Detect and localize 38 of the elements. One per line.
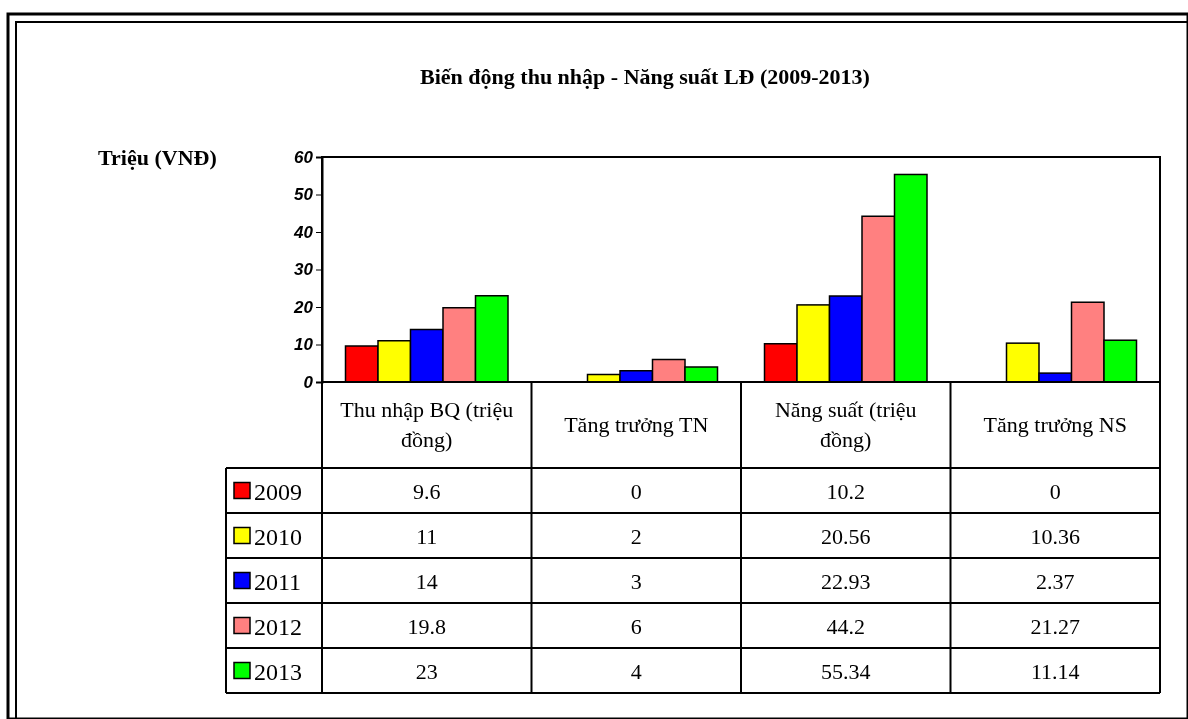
legend-label: 2011 [254, 568, 302, 595]
data-label: 9.6 [413, 478, 441, 504]
x-tick-label: Tăng trưởng NS [983, 412, 1127, 437]
data-label: 10.36 [1030, 523, 1080, 549]
y-tick-label: 50 [294, 185, 314, 205]
x-tick-label: Tăng trưởng TN [564, 412, 709, 437]
y-axis-title: Triệu (VNĐ) [98, 145, 217, 170]
data-label: 23 [415, 658, 438, 684]
y-tick-label: 10 [294, 335, 314, 355]
y-tick-label: 40 [293, 222, 314, 242]
chart-title: Biến động thu nhập - Năng suất LĐ (2009-2013) [420, 64, 870, 89]
x-tick-label: Năng suất (triệu đồng) [774, 397, 917, 452]
data-label: 21.27 [1030, 613, 1080, 639]
data-label: 20.56 [821, 523, 871, 549]
data-label: 6 [630, 613, 642, 639]
data-label: 2.37 [1036, 568, 1075, 594]
data-label: 3 [630, 568, 642, 594]
data-label: 0 [1049, 478, 1061, 504]
y-tick-label: 30 [294, 260, 314, 280]
data-label: 11 [416, 523, 438, 549]
x-tick-label: Thu nhập BQ (triệu đồng) [340, 397, 514, 452]
legend-label: 2013 [254, 658, 302, 685]
data-label: 11.14 [1030, 658, 1080, 684]
data-label: 44.2 [826, 613, 865, 639]
legend-label: 2012 [254, 613, 302, 640]
legend-label: 2009 [254, 478, 302, 505]
data-label: 4 [630, 658, 642, 684]
data-label: 0 [630, 478, 642, 504]
data-label: 14 [415, 568, 438, 594]
y-tick-label: 60 [294, 147, 314, 167]
data-label: 10.2 [826, 478, 865, 504]
y-tick-label: 0 [303, 372, 314, 392]
data-label: 2 [630, 523, 642, 549]
data-label: 55.34 [821, 658, 871, 684]
y-tick-label: 20 [293, 297, 314, 317]
data-label: 19.8 [407, 613, 446, 639]
legend-label: 2010 [254, 523, 302, 550]
data-label: 22.93 [821, 568, 871, 594]
